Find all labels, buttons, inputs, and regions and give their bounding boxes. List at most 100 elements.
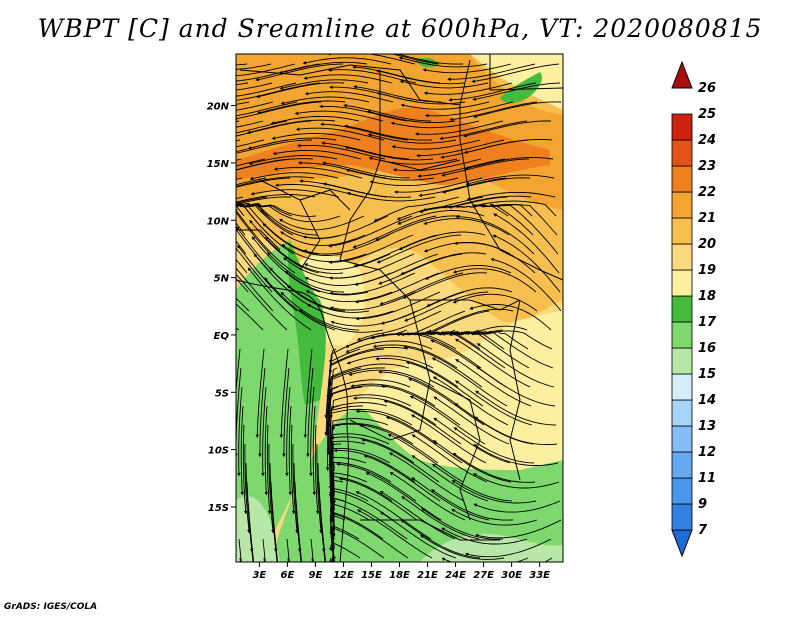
streamline — [320, 519, 326, 562]
borders — [236, 54, 563, 562]
streamline — [236, 211, 271, 255]
streamline — [236, 120, 264, 128]
streamline — [236, 177, 291, 188]
colorbar-label: 13 — [698, 419, 716, 434]
lon-tick-label: 3E — [252, 570, 266, 581]
streamline — [463, 120, 551, 138]
streamline — [285, 386, 291, 477]
streamline — [279, 348, 289, 439]
border-line — [429, 379, 481, 521]
streamline — [262, 538, 266, 562]
streamline — [473, 444, 559, 466]
colorbar-segment — [671, 451, 693, 479]
streamline — [296, 143, 386, 160]
streamline — [288, 405, 293, 496]
streamline — [380, 384, 461, 426]
colorbar-segment — [671, 295, 693, 323]
streamline — [375, 215, 461, 241]
streamline — [448, 82, 537, 102]
streamline — [306, 367, 314, 458]
streamline — [255, 348, 265, 439]
streamline — [350, 383, 436, 407]
streamline — [454, 204, 534, 236]
coastline — [236, 279, 349, 562]
colorbar-segment — [671, 139, 693, 167]
streamline — [394, 177, 483, 194]
streamline — [303, 74, 393, 84]
streamline — [255, 63, 344, 82]
latitude-axis: 20N 15N 10N 5N EQ 5S 10S 15S — [207, 102, 236, 514]
streamline — [298, 309, 384, 333]
streamline — [236, 196, 268, 204]
colorbar-min-arrow — [671, 529, 693, 558]
streamline — [262, 222, 343, 256]
streamline — [319, 500, 326, 562]
streamline — [423, 82, 513, 96]
streamline — [236, 101, 322, 121]
colorbar-label: 23 — [698, 159, 716, 174]
streamline — [236, 348, 241, 397]
streamline — [329, 511, 384, 541]
lat-tick-label: EQ — [214, 331, 230, 342]
streamline — [236, 303, 264, 331]
streamline — [361, 438, 440, 483]
streamline — [322, 161, 410, 179]
streamline — [256, 82, 345, 99]
streamline — [441, 158, 530, 177]
streamline — [452, 452, 536, 483]
streamline — [345, 168, 435, 181]
streamline — [286, 538, 290, 562]
streamline — [320, 122, 409, 141]
streamline — [256, 202, 341, 223]
lon-tick-label: 24E — [445, 570, 466, 581]
lon-tick-label: 21E — [417, 570, 438, 581]
colorbar-segment — [671, 165, 693, 193]
streamline — [449, 101, 538, 122]
streamline — [271, 500, 278, 562]
streamline — [392, 158, 482, 172]
streamline — [331, 555, 337, 562]
streamline — [329, 363, 410, 387]
lat-tick-label: 10N — [207, 216, 230, 227]
streamline — [282, 367, 290, 458]
streamline — [236, 273, 288, 331]
streamline — [388, 452, 465, 502]
streamline — [408, 377, 485, 426]
streamline — [270, 115, 360, 125]
streamline — [236, 139, 265, 148]
streamline — [452, 268, 537, 293]
streamline — [379, 491, 456, 540]
streamline — [465, 174, 555, 186]
colorbar-label: 9 — [698, 497, 707, 512]
streamline — [375, 356, 459, 388]
streamline — [454, 338, 531, 388]
colorbar-segment — [671, 373, 693, 401]
streamline — [283, 257, 368, 279]
streamline — [303, 234, 390, 255]
colorbar-segment — [671, 347, 693, 375]
streamline — [379, 511, 457, 559]
streamline — [401, 496, 480, 540]
streamline — [489, 203, 559, 255]
streamline — [398, 231, 486, 251]
colorbar-label: 16 — [698, 341, 716, 356]
streamline — [280, 231, 366, 246]
streamline — [250, 189, 340, 198]
streamline — [409, 395, 486, 445]
streamline — [237, 386, 243, 477]
colorbar-segment — [671, 269, 693, 297]
streamline — [455, 359, 532, 407]
streamline — [272, 519, 278, 562]
longitude-axis: 3E 6E 9E 12E 15E 18E 21E 24E 27E 30E 33E — [252, 562, 550, 581]
streamline — [236, 82, 273, 91]
streamline — [343, 103, 432, 122]
streamline — [319, 104, 408, 122]
streamline — [453, 331, 530, 369]
streamline — [391, 139, 481, 150]
streamline — [452, 293, 538, 312]
streamline — [273, 166, 363, 179]
streamline — [472, 200, 557, 217]
streamline — [292, 443, 299, 534]
streamline — [455, 380, 533, 426]
